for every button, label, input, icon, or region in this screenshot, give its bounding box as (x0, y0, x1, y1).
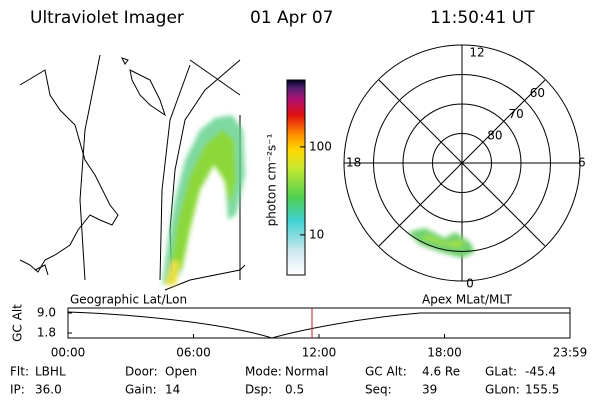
info-label: Flt: (10, 365, 29, 379)
lat-label: 80 (487, 128, 502, 142)
info-label: Mode: (245, 365, 282, 379)
colorbar-tick-label: 100 (309, 139, 332, 153)
map-label: Geographic Lat/Lon (70, 293, 187, 307)
mlt-label: 18 (346, 156, 361, 170)
colorbar (286, 79, 306, 276)
info-label: Door: (125, 365, 158, 379)
info-value: Open (165, 365, 197, 379)
title: Ultraviolet Imager (30, 8, 184, 28)
mlt-label: 0 (466, 277, 474, 291)
date: 01 Apr 07 (250, 8, 333, 28)
info-value: 155.5 (525, 383, 559, 397)
alt-xtick-label: 18:00 (427, 346, 462, 360)
info-value: 14 (165, 383, 180, 397)
alt-xtick-label: 23:59 (553, 346, 588, 360)
lat-circle (373, 74, 551, 252)
info-value: 0.5 (285, 383, 304, 397)
mlt-label: 6 (578, 156, 586, 170)
info-label: GLon: (485, 383, 520, 397)
map (19, 54, 246, 291)
time: 11:50:41 UT (430, 8, 535, 28)
lat-label: 60 (530, 86, 545, 100)
alt-tick-label: 9.0 (37, 306, 56, 320)
info-value: 36.0 (35, 383, 62, 397)
info-value: Normal (285, 365, 328, 379)
mlt-label: 12 (469, 46, 484, 60)
info-label: Seq: (365, 383, 392, 397)
alt-xtick-label: 12:00 (302, 346, 337, 360)
info-value: 39 (422, 383, 437, 397)
altitude-plot: GC Alt (11, 304, 571, 342)
lat-circle (402, 103, 522, 223)
alt-xtick-label: 00:00 (51, 346, 86, 360)
alt-ylabel: GC Alt (11, 304, 25, 342)
polar-plot (343, 44, 581, 282)
info-value: LBHL (35, 365, 66, 379)
info-label: GC Alt: (365, 365, 407, 379)
info-label: Gain: (125, 383, 157, 397)
info-value: -45.4 (525, 365, 556, 379)
alt-xtick-label: 06:00 (176, 346, 211, 360)
lat-label: 70 (508, 107, 523, 121)
colorbar-label: photon cm⁻²s⁻¹ (265, 133, 279, 226)
lat-circle (432, 133, 492, 193)
info-label: IP: (10, 383, 25, 397)
polar-label: Apex MLat/MLT (422, 293, 512, 307)
colorbar-tick-label: 10 (309, 227, 324, 241)
info-label: Dsp: (245, 383, 272, 397)
info-label: GLat: (485, 365, 517, 379)
alt-tick-label: 1.8 (37, 326, 56, 340)
info-value: 4.6 Re (422, 365, 460, 379)
